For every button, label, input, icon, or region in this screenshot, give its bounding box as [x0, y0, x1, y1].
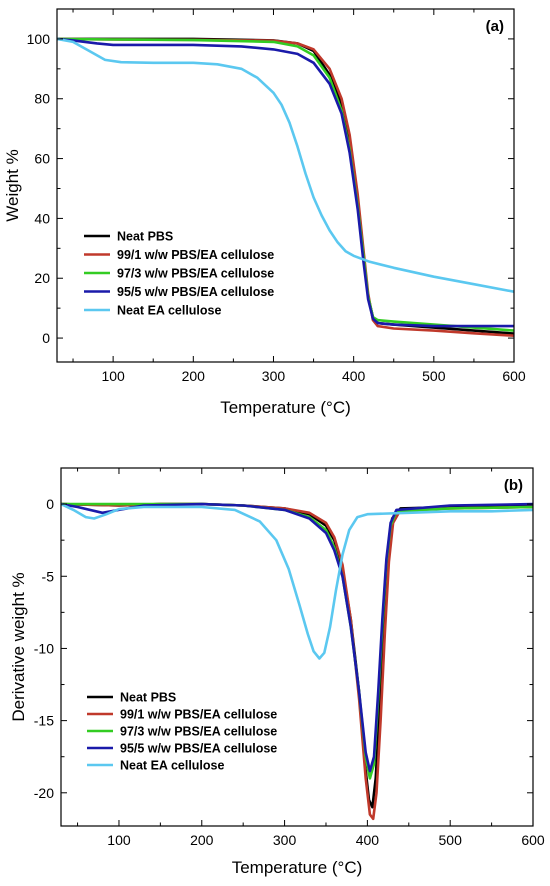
legend-label: Neat EA cellulose [117, 304, 221, 318]
legend-label: Neat EA cellulose [120, 759, 224, 773]
legend-label: 99/1 w/w PBS/EA cellulose [117, 248, 274, 262]
legend-label: Neat PBS [120, 691, 176, 705]
y-axis-title: Weight % [3, 149, 22, 221]
y-tick-label: 80 [34, 91, 50, 107]
y-tick-label: 20 [34, 270, 50, 286]
x-tick-label: 500 [439, 832, 463, 848]
chart-panel-a: 100 200 300 400 500 600 0 20 40 60 80 100 Temperatur… [3, 8, 526, 417]
x-tick-label: 200 [182, 368, 206, 384]
x-tick-label: 300 [262, 368, 286, 384]
x-tick-label: 200 [190, 832, 214, 848]
series-line-5 [57, 37, 514, 293]
x-axis-title: Temperature (°C) [232, 858, 363, 877]
legend-label: 95/5 w/w PBS/EA cellulose [117, 285, 274, 299]
x-tick-label: 100 [101, 368, 125, 384]
panel-label: (b) [504, 477, 523, 494]
legend-label: Neat PBS [117, 230, 173, 244]
plot-frame [56, 8, 515, 363]
x-axis-title: Temperature (°C) [220, 398, 351, 417]
plot-area [61, 502, 533, 821]
y-tick-label: 0 [46, 496, 54, 512]
y-tick-label: -5 [42, 568, 55, 584]
y-tick-label: 60 [34, 151, 50, 167]
legend-label: 97/3 w/w PBS/EA cellulose [120, 725, 277, 739]
y-tick-label: 100 [27, 31, 51, 47]
x-tick-label: 600 [521, 832, 545, 848]
plot-frame [60, 467, 534, 827]
panel-label: (a) [486, 18, 504, 35]
y-tick-label: -15 [34, 713, 54, 729]
y-tick-label: -20 [34, 785, 54, 801]
x-tick-label: 300 [273, 832, 297, 848]
x-tick-label: 600 [502, 368, 526, 384]
y-tick-label: 0 [42, 330, 50, 346]
x-tick-label: 500 [422, 368, 446, 384]
y-axis-title: Derivative weight % [9, 572, 28, 721]
chart-panel-b: 100 200 300 400 500 600 0 -5 -10 -15 -20 Temperatur… [9, 467, 545, 877]
legend-label: 99/1 w/w PBS/EA cellulose [120, 708, 277, 722]
x-tick-label: 100 [107, 832, 131, 848]
legend-label: 97/3 w/w PBS/EA cellulose [117, 267, 274, 281]
y-tick-label: 40 [34, 210, 50, 226]
series-line-4 [57, 37, 514, 328]
legend-label: 95/5 w/w PBS/EA cellulose [120, 742, 277, 756]
legend: Neat PBS 99/1 w/w PBS/EA cellulose 97/3 w/… [84, 230, 274, 318]
series-line-5 [61, 502, 533, 660]
x-tick-label: 400 [342, 368, 366, 384]
plot-area [57, 37, 514, 337]
y-tick-label: -10 [34, 640, 54, 656]
x-tick-label: 400 [356, 832, 380, 848]
legend: Neat PBS 99/1 w/w PBS/EA cellulose 97/3 w/… [87, 691, 277, 773]
